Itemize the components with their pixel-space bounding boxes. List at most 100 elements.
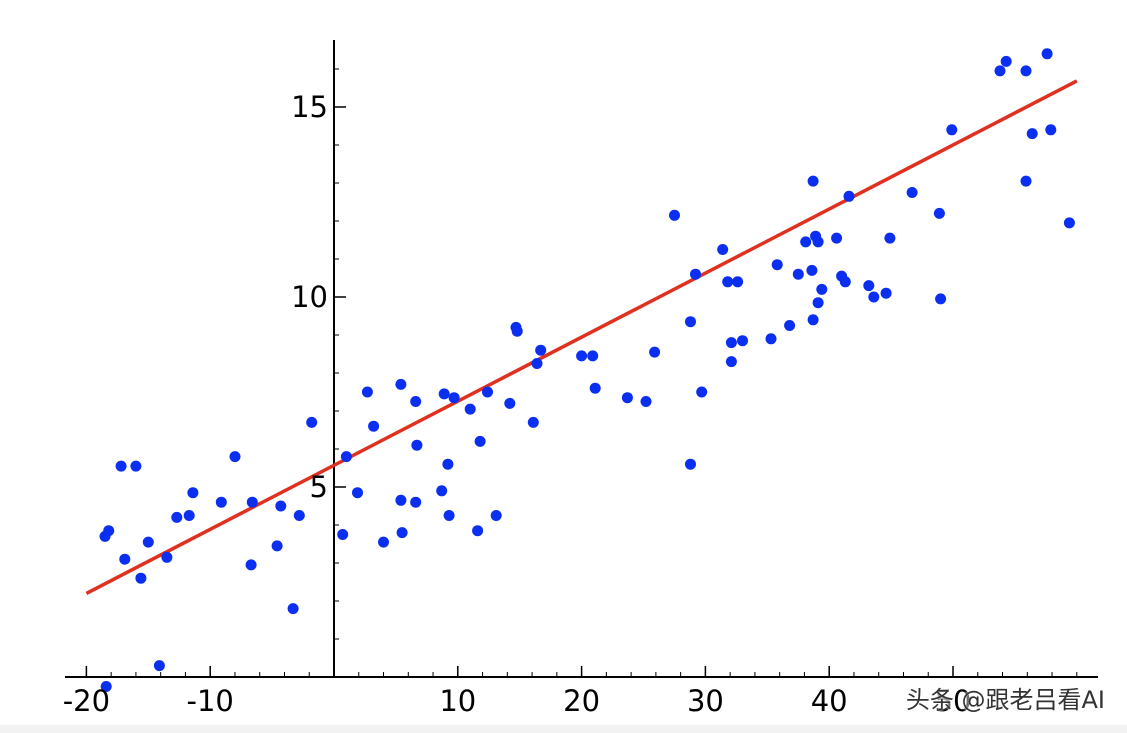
data-point	[340, 451, 352, 463]
data-point	[1041, 48, 1053, 60]
data-point	[531, 358, 543, 369]
data-point	[737, 335, 748, 347]
data-point	[621, 392, 633, 404]
data-point	[839, 276, 851, 288]
x-tick-label: 30	[687, 684, 724, 718]
data-point	[361, 386, 373, 398]
data-point	[669, 209, 680, 221]
data-point	[482, 386, 493, 398]
data-point	[183, 510, 195, 521]
data-point	[884, 232, 896, 244]
data-point	[448, 392, 460, 404]
data-point	[880, 287, 892, 299]
data-point	[935, 293, 947, 305]
data-point	[725, 337, 737, 349]
data-point	[245, 559, 257, 571]
data-point	[171, 511, 183, 523]
data-point	[246, 496, 258, 508]
data-point	[1020, 175, 1032, 187]
data-point	[337, 529, 349, 540]
data-point	[135, 572, 147, 584]
data-point	[807, 314, 819, 326]
data-point	[215, 496, 227, 508]
data-point	[229, 451, 241, 463]
data-point	[685, 316, 696, 328]
data-point	[589, 382, 601, 394]
x-tick-label: 10	[439, 684, 476, 718]
x-tick-label: -20	[63, 684, 110, 718]
data-point	[368, 420, 380, 432]
data-point	[410, 396, 422, 407]
data-point	[306, 416, 318, 428]
data-point	[685, 458, 696, 470]
data-point	[352, 487, 363, 499]
y-tick-label: 10	[291, 280, 328, 314]
fit-line	[85, 79, 1078, 595]
data-point	[800, 236, 812, 248]
data-point	[378, 536, 389, 548]
data-point	[464, 403, 476, 415]
data-point	[933, 207, 945, 219]
data-point	[438, 388, 450, 400]
data-point	[275, 500, 287, 512]
data-point	[946, 124, 958, 136]
data-point	[868, 291, 880, 303]
data-points	[99, 48, 1075, 692]
watermark-text: 头条 @跟老吕看AI	[905, 686, 1105, 714]
x-tick-label: 20	[563, 684, 600, 718]
data-point	[765, 333, 777, 345]
axes	[65, 40, 1098, 678]
data-point	[806, 264, 818, 276]
data-point	[732, 276, 744, 288]
data-point	[395, 378, 407, 390]
data-point	[490, 510, 502, 521]
data-point	[411, 439, 423, 451]
data-point	[1020, 65, 1032, 77]
data-point	[396, 527, 408, 539]
data-point	[443, 510, 455, 521]
footer-band	[0, 725, 1127, 733]
y-tick-label: 5	[310, 470, 328, 504]
data-point	[153, 660, 165, 672]
data-point	[511, 325, 523, 337]
data-point	[395, 494, 407, 506]
data-point	[807, 175, 819, 187]
data-point	[649, 346, 661, 358]
data-point	[576, 350, 588, 362]
y-tick-label: 15	[291, 90, 328, 124]
data-point	[100, 681, 112, 692]
data-point	[103, 525, 115, 537]
data-point	[725, 356, 737, 368]
data-point	[812, 236, 824, 248]
data-point	[1063, 217, 1075, 229]
data-point	[410, 496, 422, 508]
data-point	[831, 232, 843, 244]
data-point	[784, 320, 796, 331]
data-point	[442, 458, 454, 470]
data-point	[130, 460, 142, 472]
data-point	[816, 283, 828, 295]
x-tick-label: 50	[935, 684, 972, 718]
data-point	[271, 540, 283, 552]
data-point	[640, 396, 652, 407]
data-point	[142, 536, 154, 548]
data-point	[187, 487, 199, 499]
fit-line-layer	[85, 79, 1078, 595]
data-point	[994, 65, 1006, 77]
x-tick-label: -10	[187, 684, 234, 718]
data-point	[527, 416, 539, 428]
data-point	[587, 350, 599, 362]
data-point	[771, 259, 783, 271]
data-point	[812, 297, 824, 309]
data-point	[293, 510, 305, 521]
data-point	[436, 485, 448, 497]
data-point	[119, 553, 131, 565]
data-point	[115, 460, 127, 472]
data-point	[717, 244, 729, 255]
data-point	[863, 280, 875, 292]
data-point	[696, 386, 708, 398]
data-point	[1045, 124, 1057, 136]
data-point	[843, 190, 855, 202]
